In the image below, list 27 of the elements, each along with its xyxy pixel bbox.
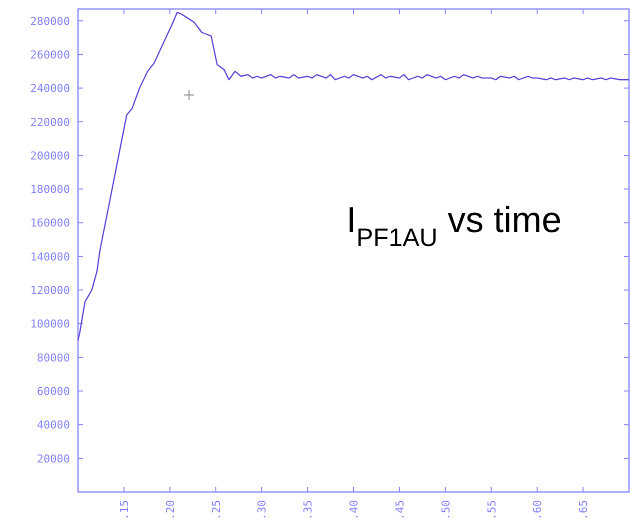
y-tick-label: 100000 bbox=[30, 318, 70, 331]
x-tick-label: .40 bbox=[348, 500, 360, 520]
y-tick-label: 200000 bbox=[30, 149, 70, 162]
line-series bbox=[77, 12, 630, 342]
x-tick-label: .20 bbox=[164, 500, 177, 520]
x-tick-label: .30 bbox=[256, 500, 269, 520]
x-tick-label: .25 bbox=[210, 500, 223, 520]
y-tick-label: 260000 bbox=[30, 48, 70, 62]
y-tick-label: 140000 bbox=[30, 250, 70, 264]
x-tick-label: .60 bbox=[531, 500, 544, 520]
x-tick-label: .45 bbox=[393, 500, 406, 520]
y-tick-label: 280000 bbox=[30, 14, 70, 28]
y-tick-label: 180000 bbox=[30, 183, 70, 196]
x-tick-label: .50 bbox=[439, 500, 452, 520]
y-tick-label: 40000 bbox=[36, 418, 70, 432]
text: I$_{PF1AU}$ vs time bbox=[346, 199, 562, 252]
x-tick-label: .65 bbox=[577, 500, 590, 520]
y-tick-label: 160000 bbox=[30, 216, 70, 230]
y-tick-label: 80000 bbox=[36, 351, 70, 364]
x-tick-label: .35 bbox=[302, 500, 315, 520]
x-tick-label: .55 bbox=[485, 500, 498, 520]
y-tick-label: 60000 bbox=[36, 385, 70, 398]
y-tick-label: 220000 bbox=[30, 116, 70, 129]
y-tick-label: 20000 bbox=[36, 452, 70, 466]
x-tick-label: .15 bbox=[118, 500, 131, 520]
y-tick-label: 120000 bbox=[30, 284, 70, 298]
y-tick-label: 240000 bbox=[30, 82, 70, 96]
